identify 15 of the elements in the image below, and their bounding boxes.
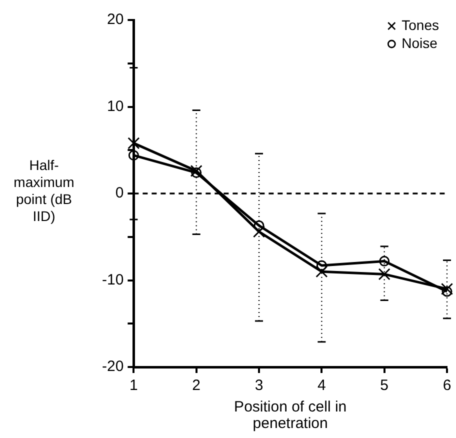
x-tick-label: 1	[130, 377, 138, 394]
y-tick-label: -10	[102, 271, 124, 288]
x-axis-title: Position of cell in penetration	[234, 398, 347, 432]
y-tick-label: 0	[115, 184, 124, 202]
legend-label: Noise	[402, 34, 438, 51]
y-tick-label: 20	[106, 11, 124, 28]
y-tick-label: -20	[102, 358, 124, 376]
x-tick-label: 4	[318, 377, 326, 394]
x-tick-label: 3	[254, 377, 264, 394]
x-tick-label: 5	[380, 377, 389, 394]
x-tick-label: 2	[192, 377, 201, 394]
legend-label: Tones	[402, 16, 439, 33]
y-axis-title: Half-maximum point (dB IID)	[14, 156, 74, 224]
x-tick-label: 6	[442, 377, 452, 394]
y-tick-label: 10	[106, 98, 124, 115]
